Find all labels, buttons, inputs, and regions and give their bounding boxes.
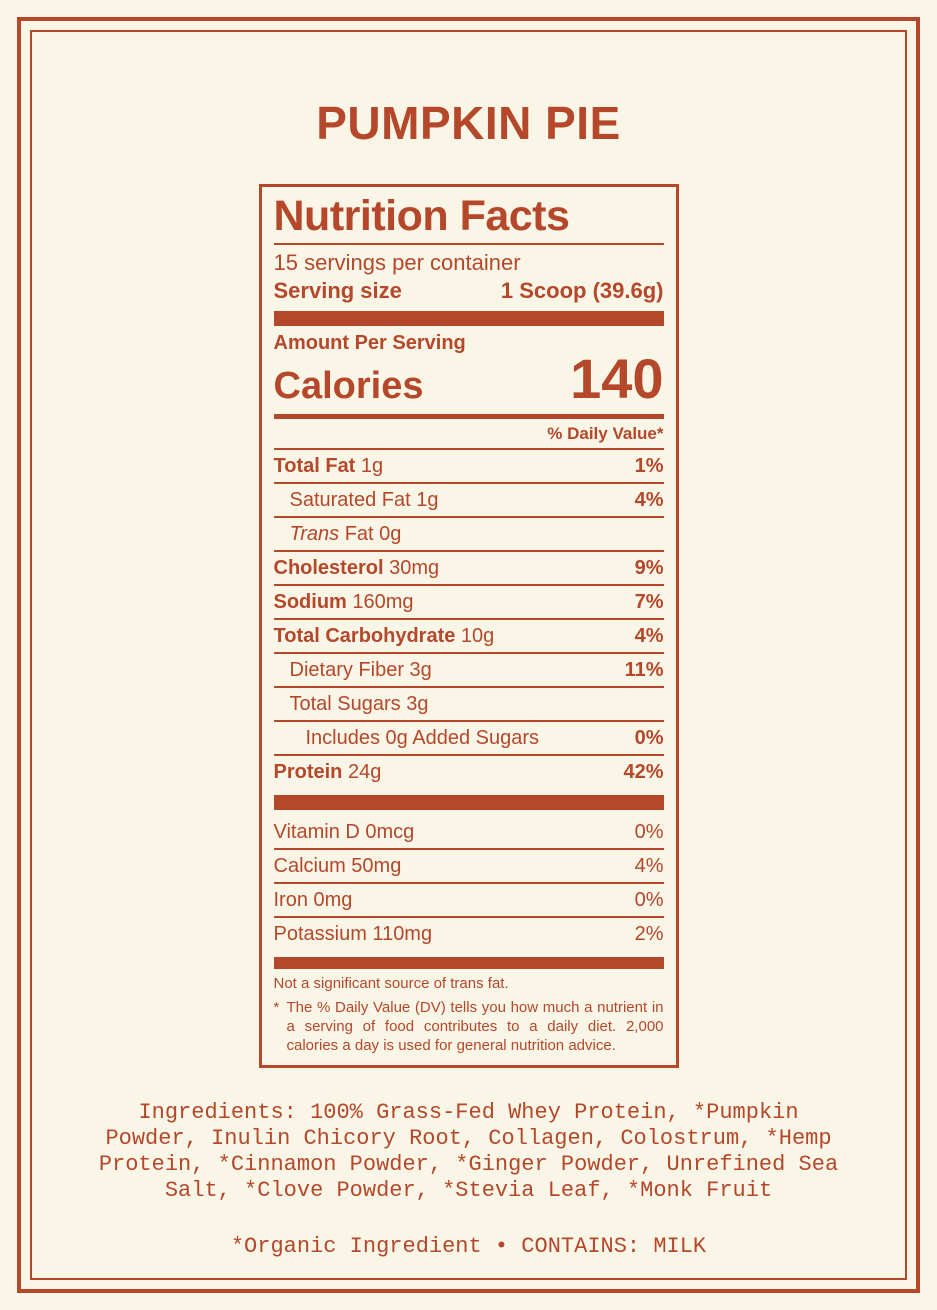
nutrient-daily-value: 4% <box>634 855 664 878</box>
nutrient-daily-value: 9% <box>634 557 664 580</box>
amount-per-serving-label: Amount Per Serving <box>273 332 466 355</box>
nutrient-daily-value: 0% <box>634 821 664 844</box>
nutrient-name: Calcium 50mg <box>273 855 402 878</box>
nutrient-row: Saturated Fat 1g 4% <box>273 484 664 519</box>
nutrient-daily-value: 2% <box>634 923 664 946</box>
nutrient-name: Total Fat 1g <box>273 455 384 478</box>
nutrient-row: Calcium 50mg 4% <box>273 850 664 885</box>
nutrient-daily-value: 4% <box>634 489 664 512</box>
daily-value-header: % Daily Value* <box>273 419 664 451</box>
nutrient-row: Iron 0mg 0% <box>273 884 664 919</box>
footnotes: Not a significant source of trans fat. *… <box>274 975 664 1055</box>
serving-size-label: Serving size <box>273 278 402 304</box>
nutrient-row: Sodium 160mg 7% <box>273 586 664 621</box>
medium-separator-bar <box>273 414 664 420</box>
nutrient-name: Sodium 160mg <box>273 591 414 614</box>
ingredients-line: Powder, Inulin Chicory Root, Collagen, C… <box>105 1126 832 1152</box>
servings-per-container: 15 servings per container <box>273 250 521 276</box>
calories-label: Calories <box>273 365 424 408</box>
divider <box>273 243 664 246</box>
product-title: PUMPKIN PIE <box>316 97 621 149</box>
nutrient-daily-value: 4% <box>634 625 664 648</box>
nutrient-rows: Total Fat 1g 1% Saturated Fat 1g 4% Trans Fa… <box>273 450 664 788</box>
nutrient-row: Total Fat 1g 1% <box>273 450 664 485</box>
nutrient-name: Includes 0g Added Sugars <box>305 727 540 750</box>
thick-separator-bar <box>273 957 664 970</box>
nutrient-row: Protein 24g 42% <box>274 756 664 788</box>
organic-contains-note: *Organic Ingredient • CONTAINS: MILK <box>230 1234 707 1260</box>
nutrient-row: Potassium 110mg 2% <box>274 918 664 950</box>
daily-value-footnote: * The % Daily Value (DV) tells you how m… <box>274 999 664 1055</box>
nutrient-row: Cholesterol 30mg 9% <box>273 552 664 587</box>
nutrient-row: Vitamin D 0mcg 0% <box>273 816 664 851</box>
nutrient-row: Dietary Fiber 3g 11% <box>273 654 664 689</box>
nutrient-daily-value: 1% <box>634 455 664 478</box>
nutrient-row: Total Carbohydrate 10g 4% <box>273 620 664 655</box>
nutrient-name: Saturated Fat 1g <box>289 489 439 512</box>
nutrient-daily-value: 0% <box>634 889 664 912</box>
thick-separator-bar <box>273 311 664 327</box>
nutrient-name: Cholesterol 30mg <box>273 557 440 580</box>
serving-size-row: Serving size 1 Scoop (39.6g) <box>274 278 664 304</box>
nutrient-name: Total Sugars 3g <box>289 693 429 716</box>
ingredients-list: Ingredients: 100% Grass-Fed Whey Protein… <box>0 1100 937 1204</box>
nutrient-name: Potassium 110mg <box>273 923 433 946</box>
daily-value-footnote-text: The % Daily Value (DV) tells you how muc… <box>286 999 664 1054</box>
nutrient-name: Trans Fat 0g <box>289 523 402 546</box>
nutrient-name: Dietary Fiber 3g <box>289 659 432 682</box>
footnote-asterisk: * <box>273 999 280 1017</box>
serving-size-value: 1 Scoop (39.6g) <box>500 278 664 304</box>
nutrient-daily-value: 42% <box>623 761 664 784</box>
nutrient-row: Total Sugars 3g <box>273 688 664 723</box>
label-page: PUMPKIN PIE Nutrition Facts 15 servings … <box>0 97 937 1260</box>
nutrient-name: Iron 0mg <box>273 889 353 912</box>
trans-fat-footnote: Not a significant source of trans fat. <box>273 975 509 993</box>
nutrient-daily-value: 0% <box>634 727 664 750</box>
ingredients-line: Salt, *Clove Powder, *Stevia Leaf, *Monk… <box>164 1178 773 1204</box>
ingredients-line: Protein, *Cinnamon Powder, *Ginger Powde… <box>98 1152 839 1178</box>
nutrient-name: Vitamin D 0mcg <box>273 821 415 844</box>
nutrition-facts-heading: Nutrition Facts <box>273 192 570 240</box>
vitamin-rows: Vitamin D 0mcg 0% Calcium 50mg 4% Iron 0mg 0%… <box>273 816 664 950</box>
nutrient-row: Trans Fat 0g <box>273 518 664 553</box>
calories-row: Calories 140 <box>273 347 664 411</box>
nutrient-name: Total Carbohydrate 10g <box>273 625 495 648</box>
nutrition-facts-panel: Nutrition Facts 15 servings per containe… <box>258 184 679 1069</box>
ingredients-line: Ingredients: 100% Grass-Fed Whey Protein… <box>138 1100 799 1126</box>
nutrient-row: Includes 0g Added Sugars 0% <box>273 722 664 757</box>
nutrient-daily-value: 11% <box>624 659 664 682</box>
calories-value: 140 <box>570 347 664 411</box>
thick-separator-bar <box>273 795 664 811</box>
nutrient-name: Protein 24g <box>273 761 382 784</box>
nutrient-daily-value: 7% <box>634 591 664 614</box>
